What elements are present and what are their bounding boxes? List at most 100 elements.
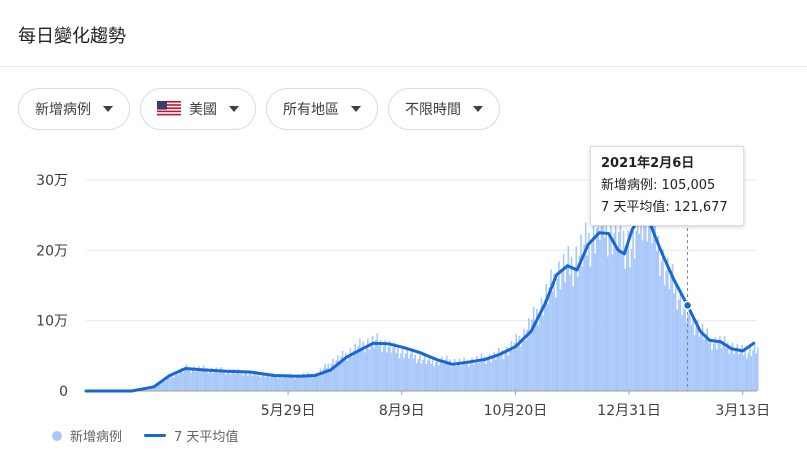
case-bar [719,336,721,391]
case-bar [357,346,360,391]
case-bar [210,367,213,391]
case-bar [695,327,698,391]
case-bar [359,338,361,391]
x-tick-label: 12月31日 [597,403,661,419]
case-bar [310,374,312,391]
case-bar [194,372,197,391]
case-bar [640,202,642,391]
case-bar [439,360,442,391]
case-bar [755,353,757,391]
case-bar [232,369,235,391]
case-bar [637,200,639,391]
case-bar [670,276,672,391]
case-bar [373,347,375,391]
case-bar [302,373,304,391]
y-tick-label: 20万 [36,243,68,259]
case-bar [545,283,548,391]
case-bar [457,362,459,391]
case-bar [240,371,243,391]
case-bar [321,372,323,391]
case-bar [269,377,271,391]
case-bar [153,385,156,391]
case-bar [305,374,308,391]
case-bar [708,343,710,391]
case-bar [187,370,189,391]
case-bar [498,348,500,391]
case-bar [757,347,759,391]
case-bar [586,255,589,391]
case-bar [584,222,587,391]
trend-chart[interactable]: 0 10万 20万 30万 5月29日 8月9日 10月20日 12月31日 3月13日 [0,140,807,425]
case-bar [275,374,278,391]
x-tick-label: 3月13日 [715,403,770,419]
case-bar [575,246,578,391]
case-bar [692,316,694,391]
case-bar [701,323,704,391]
case-bar [354,343,356,391]
case-bar [198,365,200,391]
case-bar [648,220,650,391]
case-bar [371,335,374,391]
case-bar [142,389,145,391]
case-bar [329,368,331,391]
case-bar [483,356,486,391]
case-bar [613,233,615,391]
case-bar [163,379,165,391]
case-bar [518,335,521,391]
case-bar [463,357,465,391]
caret-down-icon [351,106,361,112]
case-bar [502,359,505,391]
case-bar [412,358,415,391]
case-bar [730,348,732,391]
case-bar [572,286,574,391]
case-bar [300,375,303,391]
case-bar [548,287,551,391]
case-bar [430,363,432,391]
metric-filter-chip[interactable]: 新增病例 [18,88,130,130]
case-bar [417,359,420,391]
case-bar [215,367,218,391]
case-bar [607,256,609,391]
case-bar [179,371,181,391]
time-filter-chip[interactable]: 不限時間 [388,88,500,130]
case-bar [651,243,653,391]
case-bar [157,384,159,391]
case-bar [528,318,530,391]
case-bar [700,329,702,391]
case-bar [627,230,630,391]
case-bar [427,360,429,391]
case-bar [168,375,170,391]
case-bar [164,380,167,391]
case-bar [337,355,339,391]
case-bar [480,353,483,391]
case-bar [324,363,326,391]
region-filter-chip[interactable]: 所有地區 [266,88,378,130]
case-bar [152,387,154,391]
case-bar [567,245,570,391]
case-bar [509,348,511,391]
case-bar [217,372,219,391]
time-filter-label: 不限時間 [405,102,461,118]
case-bar [722,342,724,391]
case-bar [558,261,560,391]
case-bar [265,375,268,391]
case-bar [550,269,552,391]
case-bar [422,359,424,391]
case-bar [655,250,658,391]
case-bar [398,358,401,391]
case-bar [248,373,251,391]
case-bar [493,351,495,391]
case-bar [475,355,478,391]
case-bar [256,375,259,391]
case-bar [379,339,382,391]
case-bar [434,362,437,391]
case-bar [395,353,398,391]
case-bar [597,202,600,391]
country-filter-chip[interactable]: 美國 [140,88,256,130]
tooltip-cases-row: 新增病例: 105,005 [601,178,716,193]
case-bar [314,373,317,391]
case-bar [466,359,469,391]
case-bar [494,359,497,391]
case-bar [709,338,712,391]
case-bar [554,297,557,391]
